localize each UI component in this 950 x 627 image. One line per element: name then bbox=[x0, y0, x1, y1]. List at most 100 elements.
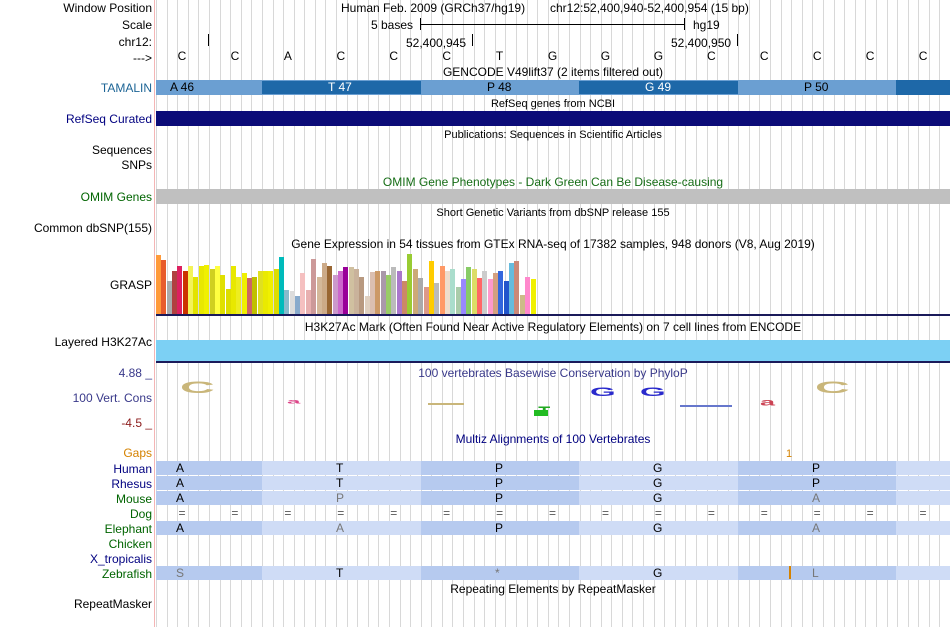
track-label-tamalin[interactable]: TAMALIN bbox=[100, 81, 152, 95]
gtex-bar[interactable] bbox=[225, 289, 231, 314]
species-label-human[interactable]: Human bbox=[113, 462, 152, 476]
cons-title: 100 vertebrates Basewise Conservation by… bbox=[418, 366, 688, 380]
gtex-bar[interactable] bbox=[503, 281, 509, 314]
gtex-bar[interactable] bbox=[166, 281, 172, 314]
gtex-bar[interactable] bbox=[391, 267, 397, 314]
gtex-bar[interactable] bbox=[246, 278, 252, 314]
gtex-bar[interactable] bbox=[412, 269, 418, 314]
gtex-bar[interactable] bbox=[353, 269, 359, 314]
gtex-bar[interactable] bbox=[193, 277, 199, 314]
species-label-zebrafish[interactable]: Zebrafish bbox=[101, 567, 152, 581]
species-label-chicken[interactable]: Chicken bbox=[108, 537, 152, 551]
track-label-repeatmasker[interactable]: RepeatMasker bbox=[73, 597, 152, 611]
gtex-bar[interactable] bbox=[450, 269, 456, 314]
species-label-elephant[interactable]: Elephant bbox=[104, 522, 152, 536]
gtex-bar[interactable] bbox=[241, 273, 247, 314]
track-label-h3k27ac[interactable]: Layered H3K27Ac bbox=[54, 335, 152, 349]
gtex-bar[interactable] bbox=[487, 279, 493, 314]
gtex-bar[interactable] bbox=[530, 279, 536, 314]
gtex-bar[interactable] bbox=[337, 271, 343, 314]
gtex-bar[interactable] bbox=[279, 257, 285, 314]
gtex-bar[interactable] bbox=[214, 266, 220, 314]
track-label-refseq[interactable]: RefSeq Curated bbox=[65, 112, 152, 126]
gtex-bar[interactable] bbox=[198, 266, 204, 314]
gtex-bar[interactable] bbox=[396, 271, 402, 314]
omim-feature[interactable] bbox=[156, 189, 950, 204]
gtex-bar[interactable] bbox=[493, 273, 499, 314]
gtex-bar[interactable] bbox=[332, 275, 338, 314]
gtex-bar[interactable] bbox=[444, 271, 450, 314]
gtex-bar[interactable] bbox=[252, 277, 258, 314]
gtex-bar[interactable] bbox=[230, 266, 236, 314]
gtex-bar[interactable] bbox=[386, 275, 392, 314]
species-label-rhesus[interactable]: Rhesus bbox=[111, 477, 152, 491]
gtex-bar[interactable] bbox=[466, 267, 472, 314]
gtex-bar[interactable] bbox=[257, 271, 263, 314]
refseq-feature[interactable] bbox=[156, 111, 950, 126]
gtex-bar[interactable] bbox=[514, 261, 520, 314]
track-label-snps[interactable]: SNPs bbox=[121, 158, 152, 172]
gtex-bar[interactable] bbox=[519, 295, 525, 314]
track-label-gaps[interactable]: Gaps bbox=[123, 446, 152, 460]
gtex-bar[interactable] bbox=[525, 277, 531, 314]
gtex-bar[interactable] bbox=[177, 266, 183, 314]
gtex-bar[interactable] bbox=[263, 271, 268, 314]
h3k27ac-signal[interactable] bbox=[156, 340, 950, 361]
gtex-bar[interactable] bbox=[316, 277, 322, 314]
species-label-mouse[interactable]: Mouse bbox=[115, 492, 152, 506]
gtex-bar-chart[interactable] bbox=[156, 251, 536, 314]
gtex-bar[interactable] bbox=[204, 265, 210, 314]
gtex-bar[interactable] bbox=[407, 254, 413, 314]
gtex-bar[interactable] bbox=[434, 283, 440, 314]
gtex-bar[interactable] bbox=[300, 273, 306, 314]
gtex-bar[interactable] bbox=[236, 277, 242, 314]
track-label-cons[interactable]: 100 Vert. Cons bbox=[72, 391, 152, 405]
gtex-bar[interactable] bbox=[455, 287, 461, 314]
gtex-bar[interactable] bbox=[348, 267, 354, 314]
gtex-bar[interactable] bbox=[321, 263, 327, 314]
gtex-bar[interactable] bbox=[439, 266, 445, 314]
gtex-bar[interactable] bbox=[343, 267, 349, 314]
gtex-bar[interactable] bbox=[311, 259, 317, 314]
multiz-elephant-segment bbox=[579, 521, 738, 535]
gtex-bar[interactable] bbox=[375, 271, 381, 314]
gtex-bar[interactable] bbox=[172, 271, 178, 314]
gtex-bar[interactable] bbox=[418, 278, 424, 314]
gtex-bar[interactable] bbox=[423, 287, 429, 314]
gtex-bar[interactable] bbox=[161, 260, 167, 314]
gtex-bar[interactable] bbox=[370, 272, 375, 314]
gtex-bar[interactable] bbox=[380, 271, 386, 314]
gtex-bar[interactable] bbox=[428, 261, 434, 314]
multiz-human-segment bbox=[896, 461, 950, 475]
species-label-dog[interactable]: Dog bbox=[129, 507, 152, 521]
track-label-sequences[interactable]: Sequences bbox=[91, 143, 152, 157]
track-label-omim[interactable]: OMIM Genes bbox=[80, 190, 152, 204]
track-label-dbsnp[interactable]: Common dbSNP(155) bbox=[33, 221, 152, 235]
gtex-bar[interactable] bbox=[471, 269, 477, 314]
gtex-bar[interactable] bbox=[156, 255, 161, 314]
multiz-mouse-aa: G bbox=[653, 491, 663, 505]
gtex-bar[interactable] bbox=[509, 263, 515, 314]
gtex-bar[interactable] bbox=[289, 291, 295, 314]
gtex-bar[interactable] bbox=[284, 290, 290, 314]
gtex-bar[interactable] bbox=[295, 296, 301, 314]
track-label-grasp[interactable]: GRASP bbox=[109, 278, 152, 292]
cons-max-label: 4.88 _ bbox=[118, 366, 152, 380]
gtex-bar[interactable] bbox=[188, 266, 194, 314]
gtex-bar[interactable] bbox=[498, 271, 504, 314]
gtex-bar[interactable] bbox=[359, 277, 365, 314]
gtex-bar[interactable] bbox=[364, 296, 370, 314]
gtex-bar[interactable] bbox=[402, 281, 408, 314]
gtex-bar[interactable] bbox=[305, 290, 311, 314]
label-arrow: ---> bbox=[133, 51, 152, 65]
gtex-bar[interactable] bbox=[273, 269, 279, 314]
gtex-bar[interactable] bbox=[209, 269, 215, 314]
gtex-bar[interactable] bbox=[268, 271, 274, 314]
gtex-bar[interactable] bbox=[482, 271, 488, 314]
species-label-xtrop[interactable]: X_tropicalis bbox=[89, 552, 152, 566]
gtex-bar[interactable] bbox=[182, 271, 188, 314]
gtex-bar[interactable] bbox=[477, 278, 482, 314]
gtex-bar[interactable] bbox=[220, 275, 226, 314]
gtex-bar[interactable] bbox=[327, 266, 333, 314]
gtex-bar[interactable] bbox=[460, 279, 466, 314]
